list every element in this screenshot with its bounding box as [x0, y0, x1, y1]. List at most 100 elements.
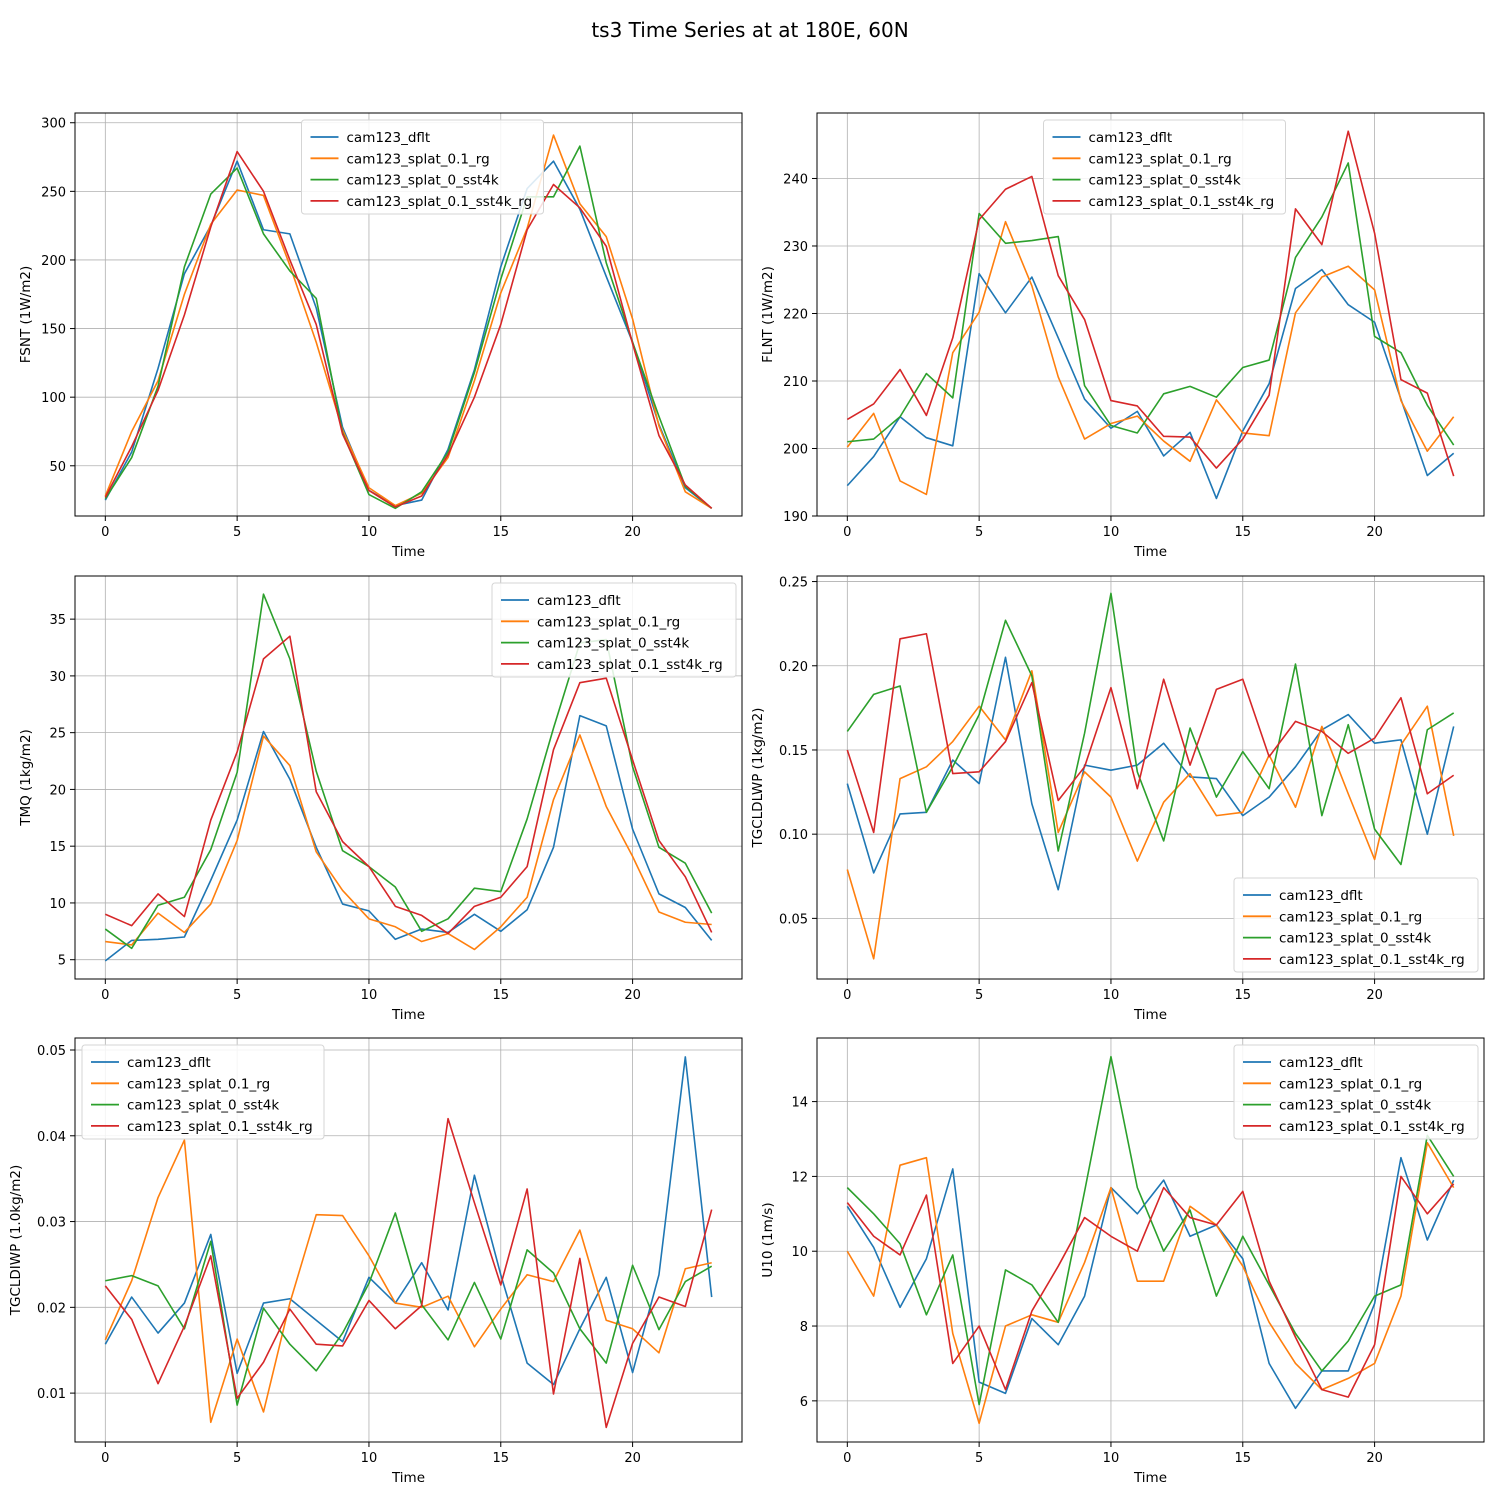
- chart-0-ylabel: FSNT (1W/m2): [18, 266, 34, 364]
- chart-2-xtick-label: 15: [492, 988, 509, 1003]
- chart-0-ytick-label: 100: [41, 391, 66, 406]
- chart-5-ytick-label: 14: [791, 1096, 808, 1111]
- chart-1-ytick-label: 200: [783, 442, 808, 457]
- chart-0-ytick-label: 300: [41, 117, 66, 132]
- chart-3-series-cam123_splat_0_sst4k: [846, 592, 1455, 866]
- chart-3-series-cam123_dflt: [846, 656, 1455, 891]
- chart-4-ytick-label: 0.02: [37, 1301, 66, 1316]
- chart-4-ylabel: TGCLDIWP (1.0kg/m2): [8, 1165, 24, 1317]
- chart-2-legend-label: cam123_splat_0.1_sst4k_rg: [537, 657, 723, 673]
- chart-2-ytick-label: 5: [58, 954, 66, 969]
- chart-4-legend-label: cam123_splat_0_sst4k: [127, 1098, 279, 1114]
- chart-2-series-cam123_splat_0.1_sst4k_rg: [105, 635, 713, 935]
- chart-4-xtick-label: 15: [492, 1451, 509, 1466]
- chart-1-legend-label: cam123_dflt: [1089, 130, 1173, 146]
- chart-5-xtick-label: 20: [1366, 1451, 1383, 1466]
- chart-4-ytick-label: 0.01: [37, 1387, 66, 1402]
- chart-3-ytick-label: 0.20: [779, 660, 808, 675]
- chart-1-ytick-label: 220: [783, 307, 808, 322]
- figure-title: ts3 Time Series at at 180E, 60N: [591, 18, 908, 42]
- chart-0-axes-frame: [74, 112, 743, 517]
- chart-0-xtick-label: 15: [492, 525, 509, 540]
- subplot-tgcldlwp: 0 5 10 15 20 0.05 0.10 0.15 0.20 0.25 Time TGCLDLWP…: [750, 575, 1485, 1023]
- chart-2-ytick-label: 15: [49, 840, 66, 855]
- chart-2-legend-label: cam123_splat_0_sst4k: [537, 636, 689, 652]
- chart-0-xtick-label: 10: [361, 525, 378, 540]
- chart-1-ytick-label: 230: [783, 240, 808, 255]
- subplot-flnt: 0 5 10 15 20 190 200 210 220 230 240 Time FLNT (1W/m…: [760, 112, 1485, 560]
- chart-3-legend-label: cam123_splat_0.1_rg: [1279, 909, 1422, 925]
- chart-1-ytick-label: 210: [783, 375, 808, 390]
- chart-5-xtick-label: 0: [843, 1451, 851, 1466]
- chart-1-ylabel: FLNT (1W/m2): [760, 266, 776, 363]
- chart-4-xtick-label: 10: [361, 1451, 378, 1466]
- chart-5-ytick-label: 12: [791, 1170, 808, 1185]
- chart-0-ytick-label: 250: [41, 185, 66, 200]
- chart-3-ytick-label: 0.25: [779, 576, 808, 591]
- chart-0-legend-label: cam123_dflt: [347, 130, 431, 146]
- chart-1-xtick-label: 5: [975, 525, 983, 540]
- chart-0-legend-label: cam123_splat_0.1_rg: [347, 151, 490, 167]
- chart-3-xtick-label: 15: [1234, 988, 1251, 1003]
- chart-1-series-cam123_splat_0_sst4k: [847, 162, 1455, 446]
- chart-3-legend-label: cam123_splat_0_sst4k: [1279, 931, 1431, 947]
- chart-1-xlabel: Time: [1133, 544, 1167, 560]
- chart-5-legend-label: cam123_splat_0.1_sst4k_rg: [1279, 1119, 1465, 1135]
- chart-0-xtick-label: 0: [101, 525, 109, 540]
- chart-2-ytick-label: 25: [49, 727, 66, 742]
- chart-3-legend: cam123_dflt cam123_splat_0.1_rg cam123_spl…: [1233, 877, 1479, 973]
- chart-5-legend: cam123_dflt cam123_splat_0.1_rg cam123_spl…: [1233, 1044, 1479, 1140]
- chart-2-legend-label: cam123_dflt: [537, 593, 621, 609]
- chart-3-axes-frame: [816, 575, 1485, 980]
- chart-4-xtick-label: 5: [233, 1451, 241, 1466]
- chart-2-ytick-label: 20: [49, 783, 66, 798]
- subplot-tgcldiwp: 0 5 10 15 20 0.01 0.02 0.03 0.04 0.05 Time TGCLDIWP…: [8, 1037, 743, 1486]
- chart-2-xtick-label: 20: [624, 988, 641, 1003]
- chart-5-legend-box: [1233, 1044, 1479, 1140]
- chart-1-xtick-label: 20: [1366, 525, 1383, 540]
- subplot-fsnt: 0 5 10 15 20 50 100 150 200 250 300 Time FSNT (1W/m2…: [18, 112, 743, 560]
- chart-2-legend-label: cam123_splat_0.1_rg: [537, 614, 680, 630]
- chart-0-series-cam123_splat_0.1_sst4k_rg: [104, 150, 713, 509]
- chart-2-axes-frame: [74, 575, 743, 980]
- chart-2-series-cam123_splat_0.1_rg: [105, 734, 712, 951]
- chart-3-legend-box: [1233, 877, 1479, 973]
- chart-2-xtick-label: 0: [101, 988, 109, 1003]
- chart-1-legend-label: cam123_splat_0.1_sst4k_rg: [1089, 194, 1275, 210]
- chart-3-xlabel: Time: [1133, 1007, 1167, 1023]
- chart-1-legend: cam123_dflt cam123_splat_0.1_rg cam123_spl…: [1043, 119, 1286, 215]
- chart-0-legend: cam123_dflt cam123_splat_0.1_rg cam123_spl…: [301, 119, 544, 215]
- chart-1-ytick-label: 190: [783, 510, 808, 525]
- chart-0-xtick-label: 20: [624, 525, 641, 540]
- chart-0-series-cam123_dflt: [104, 160, 713, 509]
- chart-1-series-cam123_dflt: [846, 268, 1455, 500]
- chart-3-series-cam123_splat_0.1_sst4k_rg: [846, 632, 1455, 834]
- chart-2-ytick-label: 10: [49, 897, 66, 912]
- chart-4-series-cam123_splat_0.1_rg: [104, 1139, 712, 1424]
- chart-5-series-cam123_splat_0.1_sst4k_rg: [846, 1175, 1455, 1398]
- chart-3-legend-label: cam123_splat_0.1_sst4k_rg: [1279, 952, 1465, 968]
- chart-4-series-cam123_splat_0_sst4k: [105, 1212, 713, 1406]
- chart-3-ylabel: TGCLDLWP (1kg/m2): [750, 708, 766, 849]
- chart-2-legend: cam123_dflt cam123_splat_0.1_rg cam123_spl…: [491, 582, 737, 678]
- chart-4-xtick-label: 0: [101, 1451, 109, 1466]
- chart-0-xtick-label: 5: [233, 525, 241, 540]
- chart-5-ytick-label: 6: [800, 1395, 808, 1410]
- chart-5-xtick-label: 15: [1234, 1451, 1251, 1466]
- chart-4-ytick-label: 0.04: [37, 1130, 66, 1145]
- chart-4-xtick-label: 20: [624, 1451, 641, 1466]
- chart-0-xlabel: Time: [391, 544, 425, 560]
- chart-4-legend-label: cam123_splat_0.1_rg: [127, 1076, 270, 1092]
- subplot-tmq: 0 5 10 15 20 5 10 15 20 25 30 35 Time TMQ (1kg/m2) cam…: [18, 575, 743, 1023]
- chart-1-xtick-label: 15: [1234, 525, 1251, 540]
- chart-2-ylabel: TMQ (1kg/m2): [18, 729, 34, 827]
- chart-1-legend-label: cam123_splat_0_sst4k: [1089, 173, 1241, 189]
- chart-2-ytick-label: 35: [49, 613, 66, 628]
- chart-2-xtick-label: 10: [361, 988, 378, 1003]
- chart-3-ytick-label: 0.10: [779, 828, 808, 843]
- chart-4-legend: cam123_dflt cam123_splat_0.1_rg cam123_spl…: [81, 1044, 325, 1140]
- chart-3-xtick-label: 10: [1103, 988, 1120, 1003]
- chart-4-legend-box: [81, 1044, 325, 1140]
- chart-1-xtick-label: 10: [1103, 525, 1120, 540]
